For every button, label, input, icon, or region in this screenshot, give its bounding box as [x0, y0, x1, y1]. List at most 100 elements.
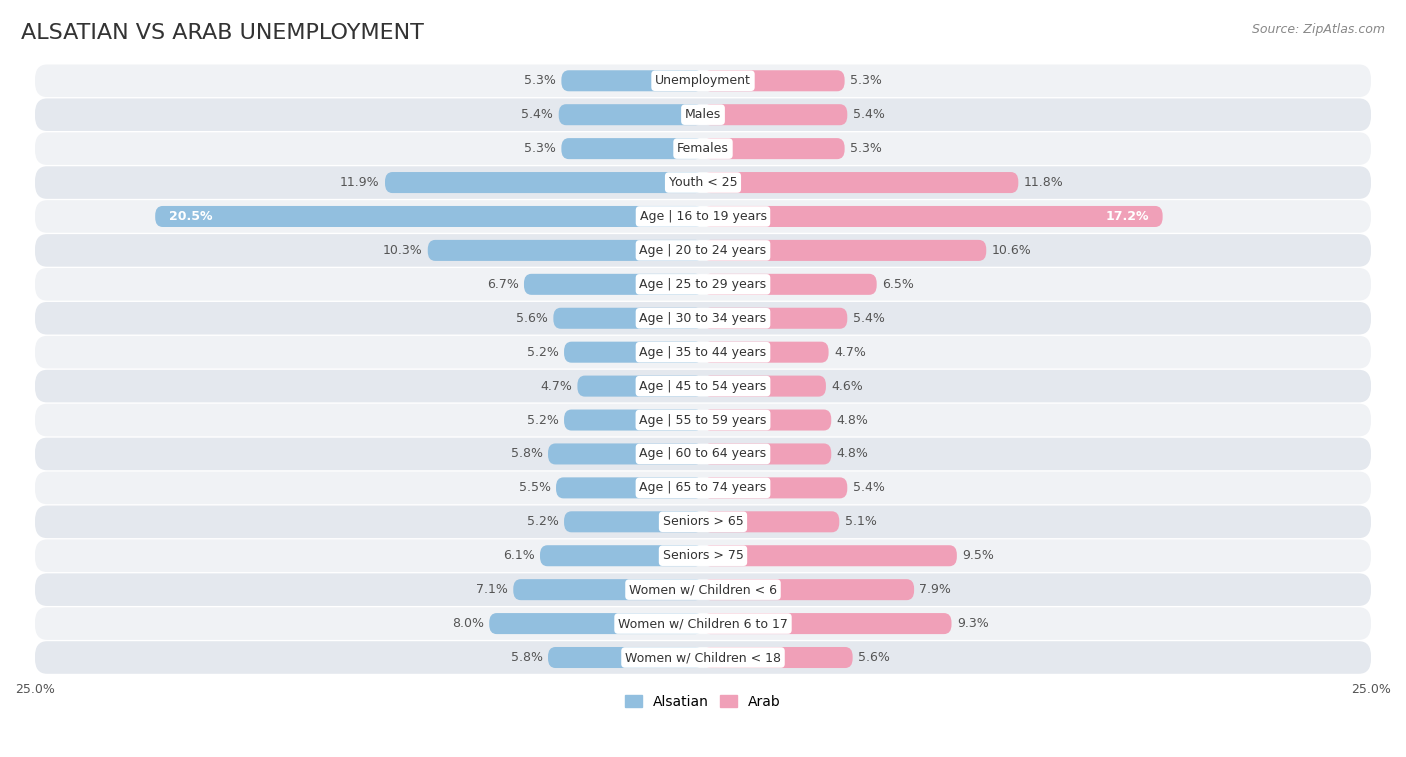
- FancyBboxPatch shape: [703, 410, 831, 431]
- Text: 5.2%: 5.2%: [527, 413, 558, 426]
- Text: 5.4%: 5.4%: [852, 108, 884, 121]
- Text: 11.8%: 11.8%: [1024, 176, 1063, 189]
- FancyBboxPatch shape: [703, 274, 877, 294]
- Text: Age | 20 to 24 years: Age | 20 to 24 years: [640, 244, 766, 257]
- FancyBboxPatch shape: [35, 302, 1371, 335]
- Text: Women w/ Children < 6: Women w/ Children < 6: [628, 583, 778, 597]
- FancyBboxPatch shape: [35, 506, 1371, 538]
- FancyBboxPatch shape: [703, 240, 986, 261]
- FancyBboxPatch shape: [703, 104, 848, 125]
- FancyBboxPatch shape: [564, 341, 703, 363]
- FancyBboxPatch shape: [35, 132, 1371, 165]
- Text: Women w/ Children 6 to 17: Women w/ Children 6 to 17: [619, 617, 787, 630]
- FancyBboxPatch shape: [548, 647, 703, 668]
- Text: 5.3%: 5.3%: [851, 142, 882, 155]
- Text: 5.4%: 5.4%: [852, 312, 884, 325]
- FancyBboxPatch shape: [35, 64, 1371, 97]
- FancyBboxPatch shape: [703, 308, 848, 329]
- FancyBboxPatch shape: [703, 206, 1163, 227]
- FancyBboxPatch shape: [703, 478, 848, 498]
- Text: Age | 65 to 74 years: Age | 65 to 74 years: [640, 481, 766, 494]
- Text: 5.5%: 5.5%: [519, 481, 551, 494]
- Text: 5.3%: 5.3%: [524, 142, 555, 155]
- FancyBboxPatch shape: [561, 70, 703, 92]
- Text: ALSATIAN VS ARAB UNEMPLOYMENT: ALSATIAN VS ARAB UNEMPLOYMENT: [21, 23, 425, 42]
- Text: 4.8%: 4.8%: [837, 413, 869, 426]
- FancyBboxPatch shape: [35, 200, 1371, 232]
- FancyBboxPatch shape: [35, 403, 1371, 436]
- FancyBboxPatch shape: [35, 98, 1371, 131]
- FancyBboxPatch shape: [540, 545, 703, 566]
- Text: 4.7%: 4.7%: [540, 379, 572, 393]
- Text: 5.3%: 5.3%: [524, 74, 555, 87]
- FancyBboxPatch shape: [703, 545, 957, 566]
- Text: Age | 30 to 34 years: Age | 30 to 34 years: [640, 312, 766, 325]
- Text: 6.5%: 6.5%: [882, 278, 914, 291]
- Text: 5.1%: 5.1%: [845, 516, 876, 528]
- Text: 5.2%: 5.2%: [527, 346, 558, 359]
- FancyBboxPatch shape: [427, 240, 703, 261]
- Text: 4.6%: 4.6%: [831, 379, 863, 393]
- FancyBboxPatch shape: [554, 308, 703, 329]
- Text: 5.4%: 5.4%: [852, 481, 884, 494]
- FancyBboxPatch shape: [703, 511, 839, 532]
- FancyBboxPatch shape: [155, 206, 703, 227]
- FancyBboxPatch shape: [513, 579, 703, 600]
- Legend: Alsatian, Arab: Alsatian, Arab: [620, 689, 786, 714]
- Text: Age | 60 to 64 years: Age | 60 to 64 years: [640, 447, 766, 460]
- Text: Women w/ Children < 18: Women w/ Children < 18: [626, 651, 780, 664]
- Text: Source: ZipAtlas.com: Source: ZipAtlas.com: [1251, 23, 1385, 36]
- FancyBboxPatch shape: [489, 613, 703, 634]
- Text: 7.9%: 7.9%: [920, 583, 952, 597]
- Text: 5.8%: 5.8%: [510, 651, 543, 664]
- Text: 5.2%: 5.2%: [527, 516, 558, 528]
- FancyBboxPatch shape: [703, 375, 825, 397]
- Text: Males: Males: [685, 108, 721, 121]
- Text: 6.1%: 6.1%: [503, 550, 534, 562]
- FancyBboxPatch shape: [35, 167, 1371, 199]
- Text: 5.6%: 5.6%: [516, 312, 548, 325]
- FancyBboxPatch shape: [561, 138, 703, 159]
- FancyBboxPatch shape: [35, 268, 1371, 301]
- FancyBboxPatch shape: [35, 472, 1371, 504]
- FancyBboxPatch shape: [35, 641, 1371, 674]
- FancyBboxPatch shape: [564, 511, 703, 532]
- FancyBboxPatch shape: [703, 172, 1018, 193]
- Text: Age | 45 to 54 years: Age | 45 to 54 years: [640, 379, 766, 393]
- FancyBboxPatch shape: [385, 172, 703, 193]
- FancyBboxPatch shape: [555, 478, 703, 498]
- Text: Age | 35 to 44 years: Age | 35 to 44 years: [640, 346, 766, 359]
- FancyBboxPatch shape: [558, 104, 703, 125]
- Text: 6.7%: 6.7%: [486, 278, 519, 291]
- FancyBboxPatch shape: [703, 579, 914, 600]
- FancyBboxPatch shape: [35, 336, 1371, 369]
- Text: Youth < 25: Youth < 25: [669, 176, 737, 189]
- FancyBboxPatch shape: [703, 613, 952, 634]
- FancyBboxPatch shape: [564, 410, 703, 431]
- FancyBboxPatch shape: [35, 370, 1371, 403]
- Text: 11.9%: 11.9%: [340, 176, 380, 189]
- Text: 9.3%: 9.3%: [957, 617, 988, 630]
- Text: Seniors > 75: Seniors > 75: [662, 550, 744, 562]
- FancyBboxPatch shape: [703, 647, 852, 668]
- Text: 7.1%: 7.1%: [477, 583, 508, 597]
- Text: 5.8%: 5.8%: [510, 447, 543, 460]
- Text: 20.5%: 20.5%: [169, 210, 212, 223]
- Text: 10.3%: 10.3%: [382, 244, 422, 257]
- FancyBboxPatch shape: [703, 341, 828, 363]
- FancyBboxPatch shape: [35, 234, 1371, 266]
- Text: Age | 25 to 29 years: Age | 25 to 29 years: [640, 278, 766, 291]
- FancyBboxPatch shape: [35, 573, 1371, 606]
- Text: 9.5%: 9.5%: [962, 550, 994, 562]
- FancyBboxPatch shape: [703, 138, 845, 159]
- FancyBboxPatch shape: [524, 274, 703, 294]
- FancyBboxPatch shape: [703, 70, 845, 92]
- FancyBboxPatch shape: [578, 375, 703, 397]
- FancyBboxPatch shape: [35, 438, 1371, 470]
- FancyBboxPatch shape: [703, 444, 831, 465]
- Text: Age | 55 to 59 years: Age | 55 to 59 years: [640, 413, 766, 426]
- Text: 5.3%: 5.3%: [851, 74, 882, 87]
- Text: 10.6%: 10.6%: [991, 244, 1032, 257]
- Text: Seniors > 65: Seniors > 65: [662, 516, 744, 528]
- Text: 5.6%: 5.6%: [858, 651, 890, 664]
